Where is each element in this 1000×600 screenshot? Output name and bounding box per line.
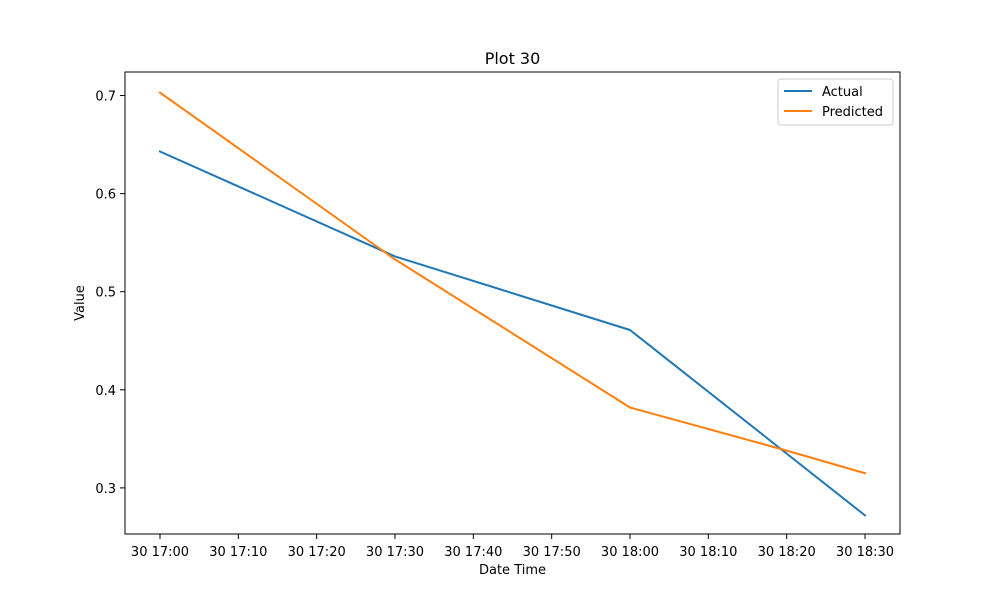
plot-frame [124,71,901,535]
y-tick-label: 0.5 [95,286,116,301]
x-tick-label: 30 18:20 [758,545,816,560]
series-line-actual [158,150,867,517]
y-tick-label: 0.7 [95,90,116,105]
chart-title: Plot 30 [485,49,541,68]
series-line-predicted [158,91,867,475]
x-tick-label: 30 18:10 [679,545,737,560]
x-axis-label: Date Time [479,563,546,578]
legend: Actual Predicted [777,78,894,126]
x-tick-label: 30 17:40 [444,545,502,560]
x-tick-label: 30 17:50 [523,545,581,560]
plot-area: 30 17:00 30 17:10 30 17:20 30 17:30 30 17:40… [95,90,894,560]
x-tick-label: 30 17:30 [366,545,424,560]
y-axis-label: Value [73,285,88,321]
x-tick-label: 30 18:00 [601,545,659,560]
x-tick-label: 30 17:20 [288,545,346,560]
y-tick-label: 0.3 [95,482,116,497]
x-tick-label: 30 17:00 [131,545,189,560]
y-tick-label: 0.4 [95,384,116,399]
y-tick-label: 0.6 [95,188,116,203]
legend-label-actual: Actual [822,85,863,100]
legend-label-predicted: Predicted [822,105,883,120]
x-tick-label: 30 18:30 [836,545,894,560]
x-tick-label: 30 17:10 [209,545,267,560]
